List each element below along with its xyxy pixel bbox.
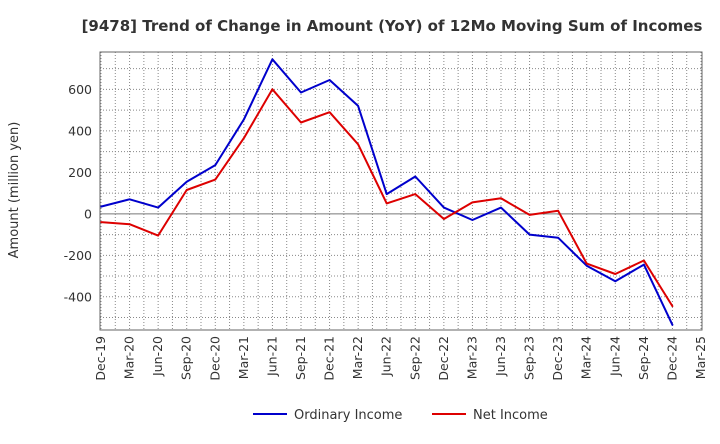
x-tick-label: Dec-24: [664, 336, 679, 381]
x-tick-label: Jun-22: [379, 336, 394, 377]
x-tick-label: Dec-23: [550, 336, 565, 381]
x-tick-label: Dec-21: [322, 336, 337, 381]
x-tick-label: Dec-19: [93, 336, 108, 381]
x-tick-label: Jun-21: [264, 336, 279, 377]
series-line-net-income: [100, 88, 674, 308]
legend: Ordinary Income Net Income: [253, 408, 548, 423]
x-tick-label: Mar-20: [122, 336, 137, 379]
series-lines: [100, 58, 674, 326]
y-tick-label: 0: [84, 206, 92, 221]
x-tick-label: Jun-23: [493, 336, 508, 377]
x-tick-label: Sep-22: [407, 336, 422, 380]
y-tick-label: 400: [68, 123, 92, 138]
y-tick-label: 600: [68, 82, 92, 97]
y-tick-label: -400: [64, 289, 92, 304]
x-tick-label: Sep-21: [293, 336, 308, 380]
x-tick-label: Mar-23: [464, 336, 479, 379]
x-tick-label: Dec-20: [207, 336, 222, 381]
x-tick-label: Sep-24: [636, 336, 651, 380]
x-tick-label: Sep-20: [179, 336, 194, 380]
legend-label-ordinary-income: Ordinary Income: [294, 408, 402, 423]
x-tick-label: Mar-21: [236, 336, 251, 379]
x-tick-label: Sep-23: [522, 336, 537, 380]
y-tick-label: -200: [64, 248, 92, 263]
x-tick-label: Mar-22: [350, 336, 365, 379]
plot-frame: [99, 51, 703, 331]
x-tick-labels: Dec-19 Mar-20 Jun-20 Sep-20 Dec-20 Mar-21 Jun-…: [93, 336, 708, 381]
x-tick-label: Jun-24: [607, 336, 622, 377]
x-tick-label: Mar-24: [579, 336, 594, 379]
y-tick-labels: -400 -200 0 200 400 600: [64, 82, 92, 304]
x-tick-label: Dec-22: [436, 336, 451, 381]
legend-label-net-income: Net Income: [473, 408, 548, 423]
y-axis-label: Amount (million yen): [7, 122, 22, 259]
grid: [100, 52, 702, 330]
x-tick-label: Jun-20: [150, 336, 165, 377]
y-tick-label: 200: [68, 165, 92, 180]
chart-title: [9478] Trend of Change in Amount (YoY) o…: [82, 17, 703, 35]
x-tick-label: Mar-25: [693, 336, 708, 379]
series-line-ordinary-income: [100, 58, 674, 326]
